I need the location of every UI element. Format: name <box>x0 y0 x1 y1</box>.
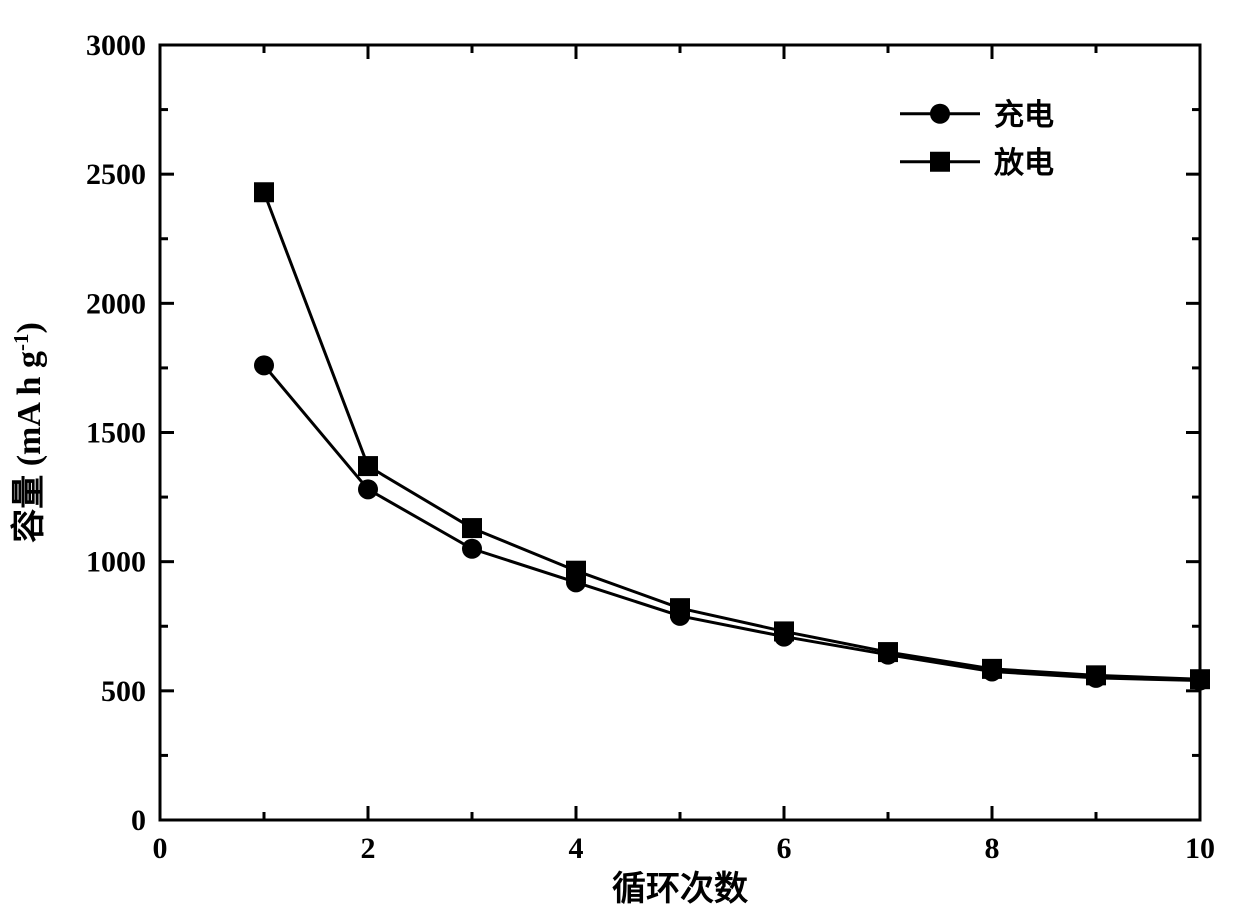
y-tick-label: 0 <box>131 804 146 837</box>
marker-square <box>670 598 690 618</box>
x-axis-label: 循环次数 <box>612 870 748 908</box>
marker-square <box>774 621 794 641</box>
legend-label: 放电 <box>993 147 1054 180</box>
y-tick-label: 3000 <box>86 29 146 62</box>
marker-square <box>1086 665 1106 685</box>
x-tick-label: 0 <box>153 832 168 865</box>
y-tick-label: 1500 <box>86 417 146 450</box>
x-tick-label: 4 <box>569 832 584 865</box>
x-tick-label: 8 <box>985 832 1000 865</box>
marker-square <box>358 456 378 476</box>
marker-circle <box>462 539 482 559</box>
marker-square <box>982 659 1002 679</box>
x-tick-label: 10 <box>1185 832 1215 865</box>
legend-label: 充电 <box>994 99 1054 132</box>
y-tick-label: 1000 <box>86 546 146 579</box>
x-tick-label: 6 <box>777 832 792 865</box>
chart-background <box>0 0 1240 922</box>
marker-square <box>878 642 898 662</box>
capacity-vs-cycle-chart: 0 2 4 6 8 10 0 500 1000 1500 2000 2500 3000 循环次数 容量 (m… <box>0 0 1240 922</box>
marker-square <box>566 561 586 581</box>
legend-marker-square <box>930 152 950 172</box>
marker-square <box>254 182 274 202</box>
x-tick-label: 2 <box>361 832 376 865</box>
chart-svg: 0 2 4 6 8 10 0 500 1000 1500 2000 2500 3000 循环次数 容量 (m… <box>0 0 1240 922</box>
marker-circle <box>358 479 378 499</box>
y-tick-label: 500 <box>101 675 146 708</box>
marker-square <box>462 518 482 538</box>
y-tick-label: 2000 <box>86 287 146 320</box>
marker-square <box>1190 669 1210 689</box>
y-tick-label: 2500 <box>86 158 146 191</box>
marker-circle <box>254 355 274 375</box>
legend-marker-circle <box>930 104 950 124</box>
y-axis-label: 容量 (mA h g-1) <box>9 322 48 543</box>
